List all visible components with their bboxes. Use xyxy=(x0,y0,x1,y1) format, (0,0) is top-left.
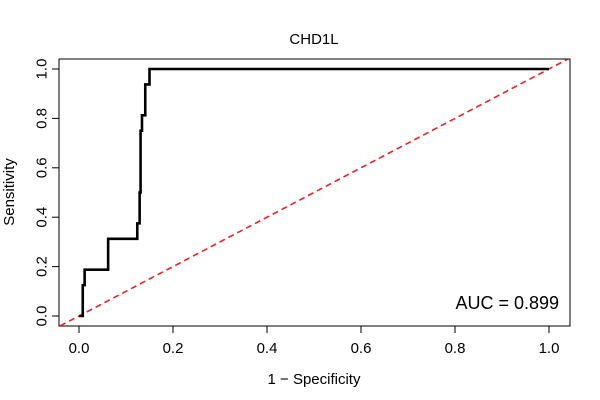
y-tick-label: 0.0 xyxy=(34,306,51,327)
x-axis-label: 1 − Specificity xyxy=(268,371,361,388)
x-tick-label: 0.2 xyxy=(163,340,184,357)
axes: 0.0 0.2 0.4 0.6 0.8 1.0 0.0 0.2 0.4 0.6 0.8 1.0 xyxy=(34,59,560,357)
y-axis-label: Sensitivity xyxy=(1,158,18,226)
y-tick-label: 0.6 xyxy=(34,157,51,178)
roc-curve-line xyxy=(79,67,549,318)
y-tick-label: 1.0 xyxy=(34,59,51,80)
y-tick-label: 0.2 xyxy=(34,256,51,277)
y-tick-label: 0.4 xyxy=(34,207,51,228)
auc-annotation: AUC = 0.899 xyxy=(455,293,559,313)
x-tick-label: 1.0 xyxy=(539,340,560,357)
plot-area xyxy=(59,59,569,326)
x-tick-label: 0.0 xyxy=(69,340,90,357)
x-tick-label: 0.4 xyxy=(257,340,278,357)
chart-title: CHD1L xyxy=(289,31,338,48)
y-tick-label: 0.8 xyxy=(34,108,51,129)
x-tick-label: 0.6 xyxy=(351,340,372,357)
reference-diagonal-line xyxy=(59,59,569,326)
x-tick-label: 0.8 xyxy=(445,340,466,357)
